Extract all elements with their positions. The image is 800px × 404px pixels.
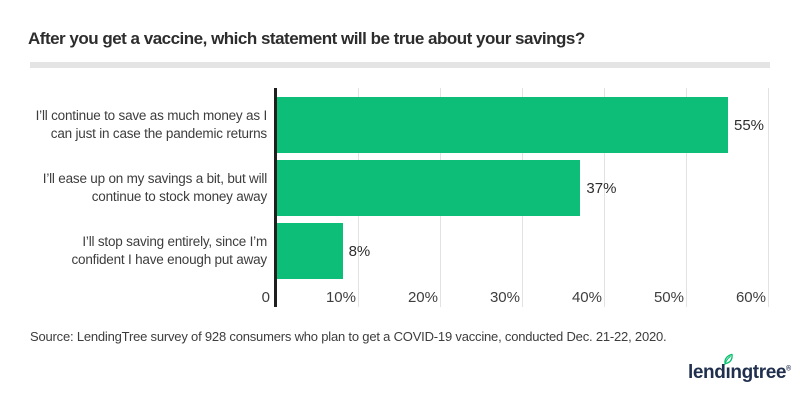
bar-value-label: 55%: [734, 116, 765, 134]
gridline: [604, 88, 605, 307]
category-label-line: continue to stock money away: [91, 189, 267, 204]
gridline: [686, 88, 687, 307]
x-axis-tick: 0: [261, 289, 270, 306]
title-divider: [30, 62, 770, 68]
category-label: I’ll ease up on my savings a bit, but wi…: [20, 170, 267, 206]
bar-stop-saving: [277, 223, 343, 279]
x-axis-tick: 30%: [489, 289, 520, 306]
plot-area: 55% 37% 8% 0 10% 20% 30% 40% 50% 60%: [262, 88, 777, 307]
category-label-line: confident I have enough put away: [71, 252, 267, 267]
bar-value-label: 8%: [348, 242, 371, 260]
registered-mark: ®: [786, 365, 792, 373]
x-axis-tick: 60%: [735, 289, 766, 306]
x-axis-tick: 50%: [653, 289, 684, 306]
bar-continue-saving: [277, 97, 728, 153]
logo-text-suffix: ngtree: [730, 362, 787, 383]
lendingtree-logo: lend ıngtree®: [688, 353, 792, 384]
leaf-icon: [724, 353, 734, 365]
logo-text-prefix: lend: [688, 362, 726, 383]
x-axis-tick: 20%: [407, 289, 438, 306]
gridline: [768, 88, 769, 307]
bar-ease-up-savings: [277, 160, 581, 216]
category-label: I’ll stop saving entirely, since I’m con…: [20, 233, 267, 269]
logo-dotless-i: ı: [725, 362, 731, 383]
logo-letter-i: ı: [724, 353, 734, 384]
category-label: I’ll continue to save as much money as I…: [20, 107, 268, 143]
bar-row: 55%: [277, 97, 764, 153]
bar-row: 37%: [277, 160, 616, 216]
category-label-line: I’ll stop saving entirely, since I’m: [82, 234, 267, 249]
source-note: Source: LendingTree survey of 928 consum…: [30, 329, 667, 344]
category-label-line: can just in case the pandemic returns: [50, 126, 267, 141]
category-label-line: I’ll continue to save as much money as I: [35, 108, 268, 123]
bar-row: 8%: [277, 223, 370, 279]
chart-title: After you get a vaccine, which statement…: [28, 29, 585, 48]
x-axis-tick: 10%: [325, 289, 356, 306]
category-label-line: I’ll ease up on my savings a bit, but wi…: [42, 171, 267, 186]
bar-value-label: 37%: [586, 179, 617, 197]
y-axis-line: [274, 88, 277, 307]
x-axis-tick: 40%: [571, 289, 602, 306]
